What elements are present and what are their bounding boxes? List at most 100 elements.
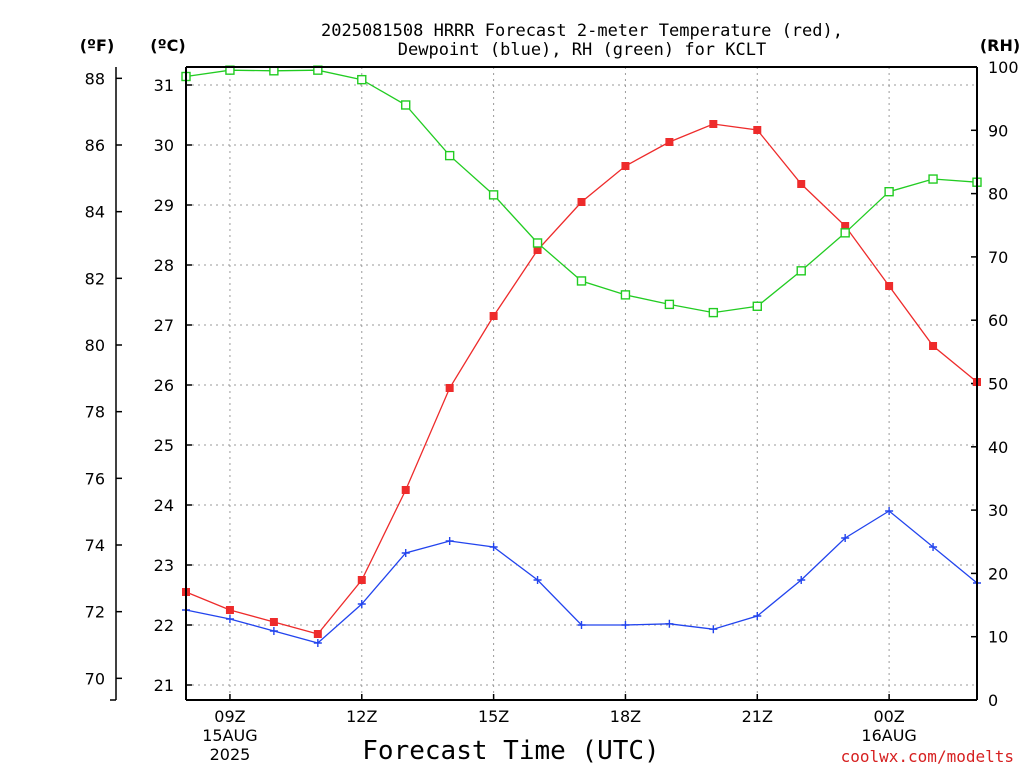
celsius-tick-label: 21 xyxy=(154,676,174,695)
rh-point xyxy=(444,150,455,161)
x-tick-label: 18Z xyxy=(610,707,641,726)
temperature-point xyxy=(621,162,630,170)
rh-tick-label: 60 xyxy=(988,311,1008,330)
x-tick-label: 15Z xyxy=(478,707,509,726)
series-rh xyxy=(181,65,982,318)
x-tick-label: 12Z xyxy=(346,707,377,726)
rh-tick-label: 20 xyxy=(988,564,1008,583)
x-tick-date: 16AUG xyxy=(861,726,916,745)
fahrenheit-tick-label: 80 xyxy=(85,336,105,355)
rh-point xyxy=(401,100,411,110)
celsius-tick-label: 26 xyxy=(154,376,174,395)
fahrenheit-tick-label: 70 xyxy=(85,669,105,688)
rh-tick-label: 70 xyxy=(988,248,1008,267)
fahrenheit-tick-label: 72 xyxy=(85,603,105,622)
temperature-point xyxy=(841,222,850,230)
rh-point xyxy=(620,290,631,300)
fahrenheit-tick-label: 82 xyxy=(85,269,105,288)
rh-point xyxy=(664,299,675,310)
celsius-tick-label: 24 xyxy=(154,496,174,515)
temperature-point xyxy=(445,384,454,392)
dewpoint-point xyxy=(357,600,366,608)
celsius-tick-label: 23 xyxy=(154,556,174,575)
dewpoint-point xyxy=(577,621,586,629)
temperature-point xyxy=(885,282,894,290)
fahrenheit-unit-label: (ºF) xyxy=(80,36,115,55)
rh-tick-label: 40 xyxy=(988,438,1008,457)
temperature-point xyxy=(313,630,322,638)
temperature-point xyxy=(709,120,718,128)
dewpoint-point xyxy=(401,549,410,557)
rh-tick-label: 10 xyxy=(988,628,1008,647)
credit-link[interactable]: coolwx.com/modelts xyxy=(841,747,1014,766)
rh-tick-label: 30 xyxy=(988,501,1008,520)
rh-point xyxy=(884,187,894,197)
x-tick-label: 09Z xyxy=(214,707,245,726)
temperature-point xyxy=(357,576,366,584)
rh-point xyxy=(796,266,806,276)
chart-title-line2: Dewpoint (blue), RH (green) for KCLT xyxy=(398,40,766,60)
rh-point xyxy=(840,228,850,238)
rh-point xyxy=(576,276,587,286)
dewpoint-point xyxy=(445,537,454,545)
temperature-point xyxy=(929,342,938,350)
series-dewpoint xyxy=(182,507,981,647)
dewpoint-point xyxy=(313,639,322,647)
x-tick-label: 21Z xyxy=(742,707,773,726)
rh-point xyxy=(928,174,938,184)
temperature-point xyxy=(797,180,806,188)
rh-axis: 0 10 20 30 40 50 60 70 80 90 100 xyxy=(971,58,1019,710)
rh-unit-label: (RH) xyxy=(980,36,1020,55)
gridlines xyxy=(186,67,977,700)
rh-point xyxy=(488,190,499,200)
dewpoint-point xyxy=(841,534,850,542)
fahrenheit-tick-label: 76 xyxy=(85,469,105,488)
temperature-point xyxy=(533,246,542,254)
rh-point xyxy=(708,307,719,318)
temperature-point xyxy=(665,138,674,146)
series-temperature xyxy=(182,120,981,638)
celsius-tick-label: 28 xyxy=(154,256,174,275)
chart-title-line1: 2025081508 HRRR Forecast 2-meter Tempera… xyxy=(321,21,843,41)
rh-tick-label: 100 xyxy=(988,58,1019,77)
temperature-point xyxy=(269,618,278,626)
fahrenheit-tick-label: 86 xyxy=(85,136,105,155)
fahrenheit-axis: 70 72 74 76 78 80 82 84 86 88 xyxy=(85,67,122,701)
celsius-tick-label: 29 xyxy=(154,196,174,215)
x-axis-label: Forecast Time (UTC) xyxy=(362,736,659,766)
rh-tick-label: 90 xyxy=(988,121,1008,140)
temperature-point xyxy=(489,312,498,320)
series-layer xyxy=(181,65,982,647)
temperature-point xyxy=(401,486,410,494)
rh-tick-label: 80 xyxy=(988,185,1008,204)
x-tick-date: 15AUG xyxy=(202,726,257,745)
celsius-unit-label: (ºC) xyxy=(150,36,185,55)
temperature-point xyxy=(753,126,762,134)
dewpoint-point xyxy=(533,576,542,584)
x-tick-year: 2025 xyxy=(210,745,251,764)
dewpoint-point xyxy=(885,507,894,515)
celsius-tick-label: 25 xyxy=(154,436,174,455)
fahrenheit-tick-label: 74 xyxy=(85,536,105,555)
series-line-rh xyxy=(185,69,978,314)
dewpoint-point xyxy=(709,625,718,634)
dewpoint-point xyxy=(929,543,938,551)
rh-tick-label: 0 xyxy=(988,691,998,710)
temperature-point xyxy=(577,198,586,206)
rh-point xyxy=(532,238,543,248)
dewpoint-point xyxy=(621,621,630,629)
celsius-tick-label: 30 xyxy=(154,136,174,155)
dewpoint-point xyxy=(225,615,234,623)
dewpoint-point xyxy=(269,627,278,635)
rh-point xyxy=(357,74,367,85)
temperature-point xyxy=(225,606,234,614)
x-tick-label: 00Z xyxy=(873,707,904,726)
dewpoint-point xyxy=(797,576,806,584)
celsius-tick-label: 31 xyxy=(154,76,174,95)
celsius-tick-label: 27 xyxy=(154,316,174,335)
dewpoint-point xyxy=(489,543,498,551)
rh-tick-label: 50 xyxy=(988,375,1008,394)
fahrenheit-tick-label: 78 xyxy=(85,403,105,422)
fahrenheit-tick-label: 84 xyxy=(85,203,105,222)
